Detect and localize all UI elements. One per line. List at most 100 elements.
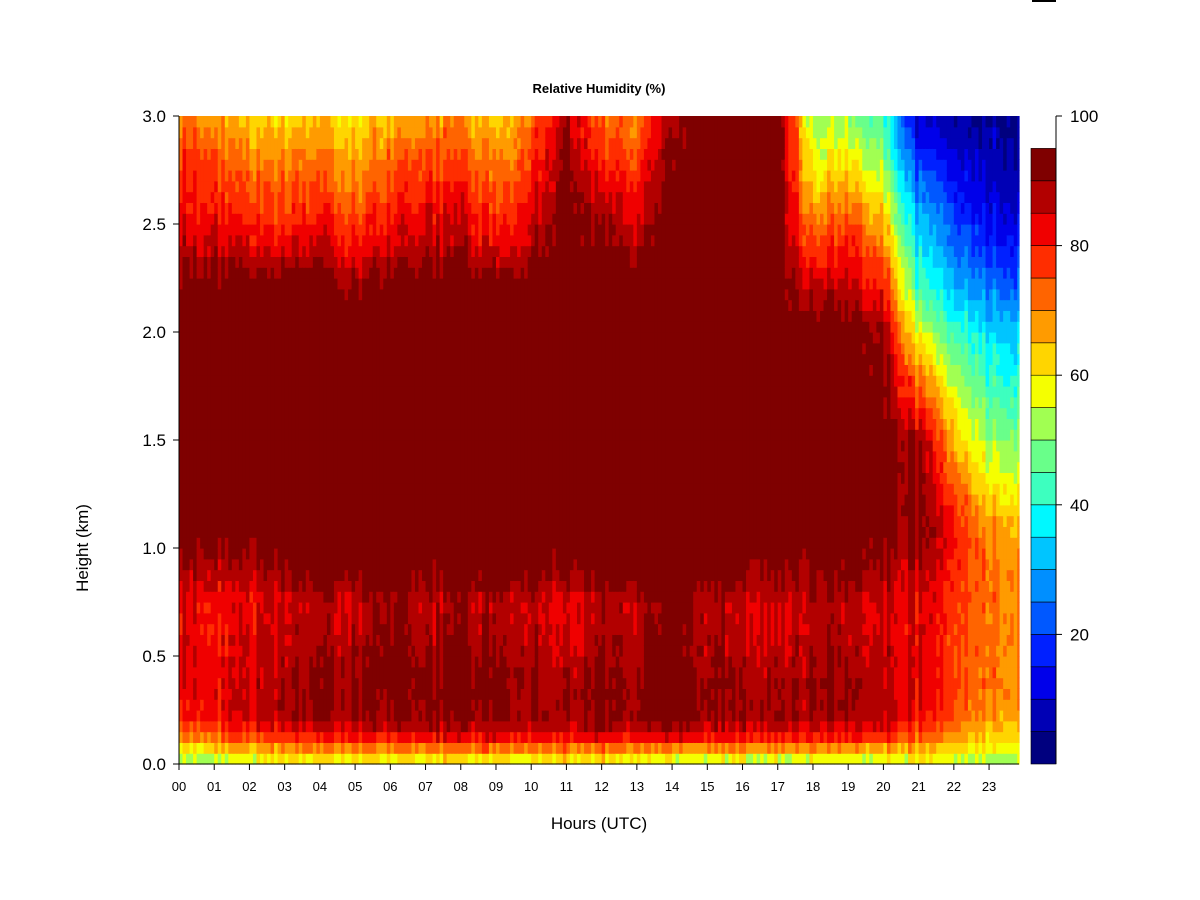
heatmap-cell: [348, 234, 353, 247]
heatmap-cell: [362, 137, 367, 149]
heatmap-cell: [182, 753, 187, 765]
heatmap-cell: [189, 288, 194, 301]
heatmap-cell: [432, 299, 437, 311]
heatmap-cell: [295, 688, 300, 700]
heatmap-cell: [390, 386, 395, 398]
heatmap-cell: [231, 342, 236, 355]
heatmap-cell: [393, 375, 398, 387]
heatmap-cell: [193, 537, 198, 549]
heatmap-cell: [224, 591, 229, 603]
heatmap-cell: [305, 386, 310, 398]
heatmap-cell: [228, 483, 233, 495]
heatmap-cell: [189, 245, 194, 257]
heatmap-cell: [270, 623, 275, 635]
heatmap-cell: [200, 332, 205, 344]
heatmap-cell: [263, 580, 268, 592]
heatmap-cell: [288, 126, 293, 139]
heatmap-cell: [242, 396, 247, 409]
heatmap-cell: [245, 148, 251, 160]
heatmap-cell: [200, 245, 205, 257]
heatmap-cell: [393, 537, 398, 549]
heatmap-cell: [238, 623, 243, 635]
heatmap-cell: [422, 180, 427, 193]
heatmap-cell: [256, 720, 261, 733]
heatmap-cell: [193, 332, 198, 344]
heatmap-cell: [281, 666, 286, 679]
heatmap-cell: [362, 569, 367, 581]
heatmap-cell: [460, 526, 465, 538]
heatmap-cell: [305, 364, 310, 376]
heatmap-cell: [189, 634, 194, 646]
heatmap-cell: [323, 245, 328, 257]
heatmap-cell: [379, 656, 384, 668]
heatmap-cell: [457, 494, 462, 506]
heatmap-cell: [179, 321, 184, 333]
heatmap-cell: [203, 170, 208, 182]
heatmap-cell: [344, 353, 349, 365]
heatmap-cell: [270, 148, 275, 160]
heatmap-cell: [418, 126, 423, 139]
heatmap-cell: [379, 332, 384, 344]
heatmap-cell: [365, 126, 370, 139]
heatmap-cell: [288, 537, 293, 549]
heatmap-cell: [351, 720, 356, 733]
heatmap-cell: [196, 116, 201, 128]
heatmap-cell: [457, 623, 462, 635]
heatmap-cell: [443, 666, 448, 679]
heatmap-cell: [270, 375, 275, 387]
heatmap-cell: [312, 753, 317, 765]
heatmap-cell: [260, 472, 265, 484]
heatmap-cell: [214, 191, 219, 203]
heatmap-cell: [450, 148, 455, 160]
heatmap-cell: [263, 202, 268, 214]
heatmap-cell: [274, 645, 279, 657]
heatmap-cell: [200, 450, 205, 463]
heatmap-cell: [372, 310, 377, 322]
heatmap-cell: [369, 526, 374, 538]
heatmap-cell: [362, 321, 367, 333]
heatmap-cell: [358, 364, 363, 376]
heatmap-cell: [341, 267, 346, 279]
heatmap-cell: [249, 267, 254, 279]
heatmap-cell: [288, 623, 293, 635]
heatmap-cell: [365, 224, 370, 236]
heatmap-cell: [245, 299, 251, 311]
heatmap-cell: [193, 375, 198, 387]
heatmap-cell: [298, 396, 303, 409]
heatmap-cell: [439, 656, 444, 668]
heatmap-cell: [432, 688, 437, 700]
heatmap-cell: [186, 116, 191, 128]
heatmap-cell: [439, 753, 444, 765]
heatmap-cell: [309, 494, 314, 506]
heatmap-cell: [333, 418, 339, 430]
heatmap-cell: [383, 126, 388, 139]
heatmap-cell: [344, 472, 349, 484]
heatmap-cell: [221, 677, 226, 689]
heatmap-cell: [267, 429, 272, 441]
heatmap-cell: [245, 569, 251, 581]
heatmap-cell: [281, 580, 286, 592]
heatmap-cell: [224, 494, 229, 506]
heatmap-cell: [295, 472, 300, 484]
heatmap-cell: [302, 710, 307, 722]
heatmap-cell: [369, 364, 374, 376]
heatmap-cell: [189, 396, 194, 409]
heatmap-cell: [450, 116, 455, 128]
heatmap-cell: [228, 450, 233, 463]
heatmap-cell: [341, 558, 346, 571]
heatmap-cell: [344, 483, 349, 495]
heatmap-cell: [344, 742, 349, 754]
heatmap-cell: [238, 720, 243, 733]
heatmap-cell: [397, 440, 402, 452]
heatmap-cell: [425, 224, 430, 236]
heatmap-cell: [443, 159, 448, 171]
heatmap-cell: [390, 267, 395, 279]
heatmap-cell: [333, 666, 339, 679]
heatmap-cell: [425, 450, 430, 463]
heatmap-cell: [288, 515, 293, 527]
heatmap-cell: [203, 180, 208, 193]
heatmap-cell: [467, 256, 472, 268]
heatmap-cell: [432, 472, 437, 484]
heatmap-cell: [252, 720, 258, 733]
heatmap-cell: [305, 602, 310, 614]
